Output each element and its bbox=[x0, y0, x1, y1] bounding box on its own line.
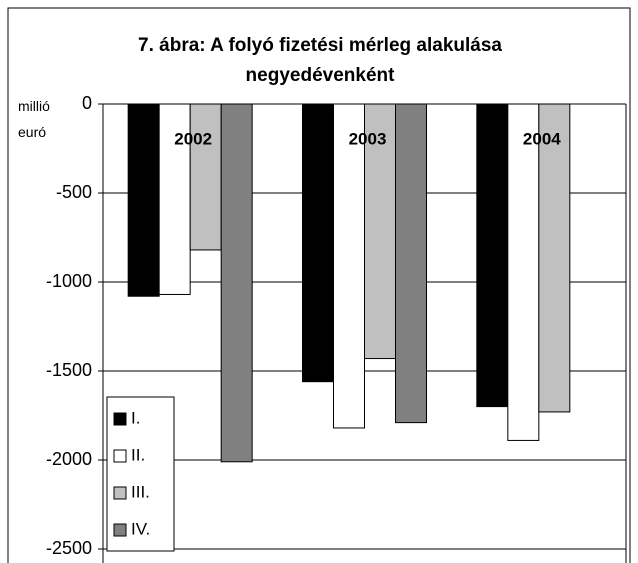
bar bbox=[507, 103, 540, 441]
chart-title: 7. ábra: A folyó fizetési mérleg alakulá… bbox=[138, 35, 502, 86]
y-tick-label: 0 bbox=[82, 93, 92, 113]
category-label: 2003 bbox=[349, 129, 387, 148]
y-tick-label: -500 bbox=[56, 182, 92, 202]
legend-swatch bbox=[113, 486, 127, 500]
bar bbox=[395, 103, 427, 424]
bar bbox=[302, 103, 334, 383]
y-tick-label: -2000 bbox=[46, 449, 92, 469]
bar bbox=[538, 103, 571, 413]
bar bbox=[158, 103, 191, 295]
legend-swatch bbox=[113, 412, 127, 426]
legend-swatch bbox=[113, 449, 127, 463]
bar bbox=[127, 103, 160, 297]
bar bbox=[333, 103, 365, 429]
bar bbox=[220, 103, 253, 463]
legend-label: IV. bbox=[131, 519, 150, 538]
legend-label: II. bbox=[131, 445, 145, 464]
y-tick-label: -1000 bbox=[46, 271, 92, 291]
y-tick-label: -2500 bbox=[46, 538, 92, 558]
y-axis-label: millió euró bbox=[18, 98, 50, 140]
bar bbox=[476, 103, 509, 408]
y-tick-label: -1500 bbox=[46, 360, 92, 380]
category-label: 2002 bbox=[174, 129, 212, 148]
legend-swatch bbox=[113, 523, 127, 537]
legend-label: III. bbox=[131, 482, 150, 501]
category-label: 2004 bbox=[523, 129, 561, 148]
legend-label: I. bbox=[131, 408, 140, 427]
bar bbox=[189, 103, 222, 251]
